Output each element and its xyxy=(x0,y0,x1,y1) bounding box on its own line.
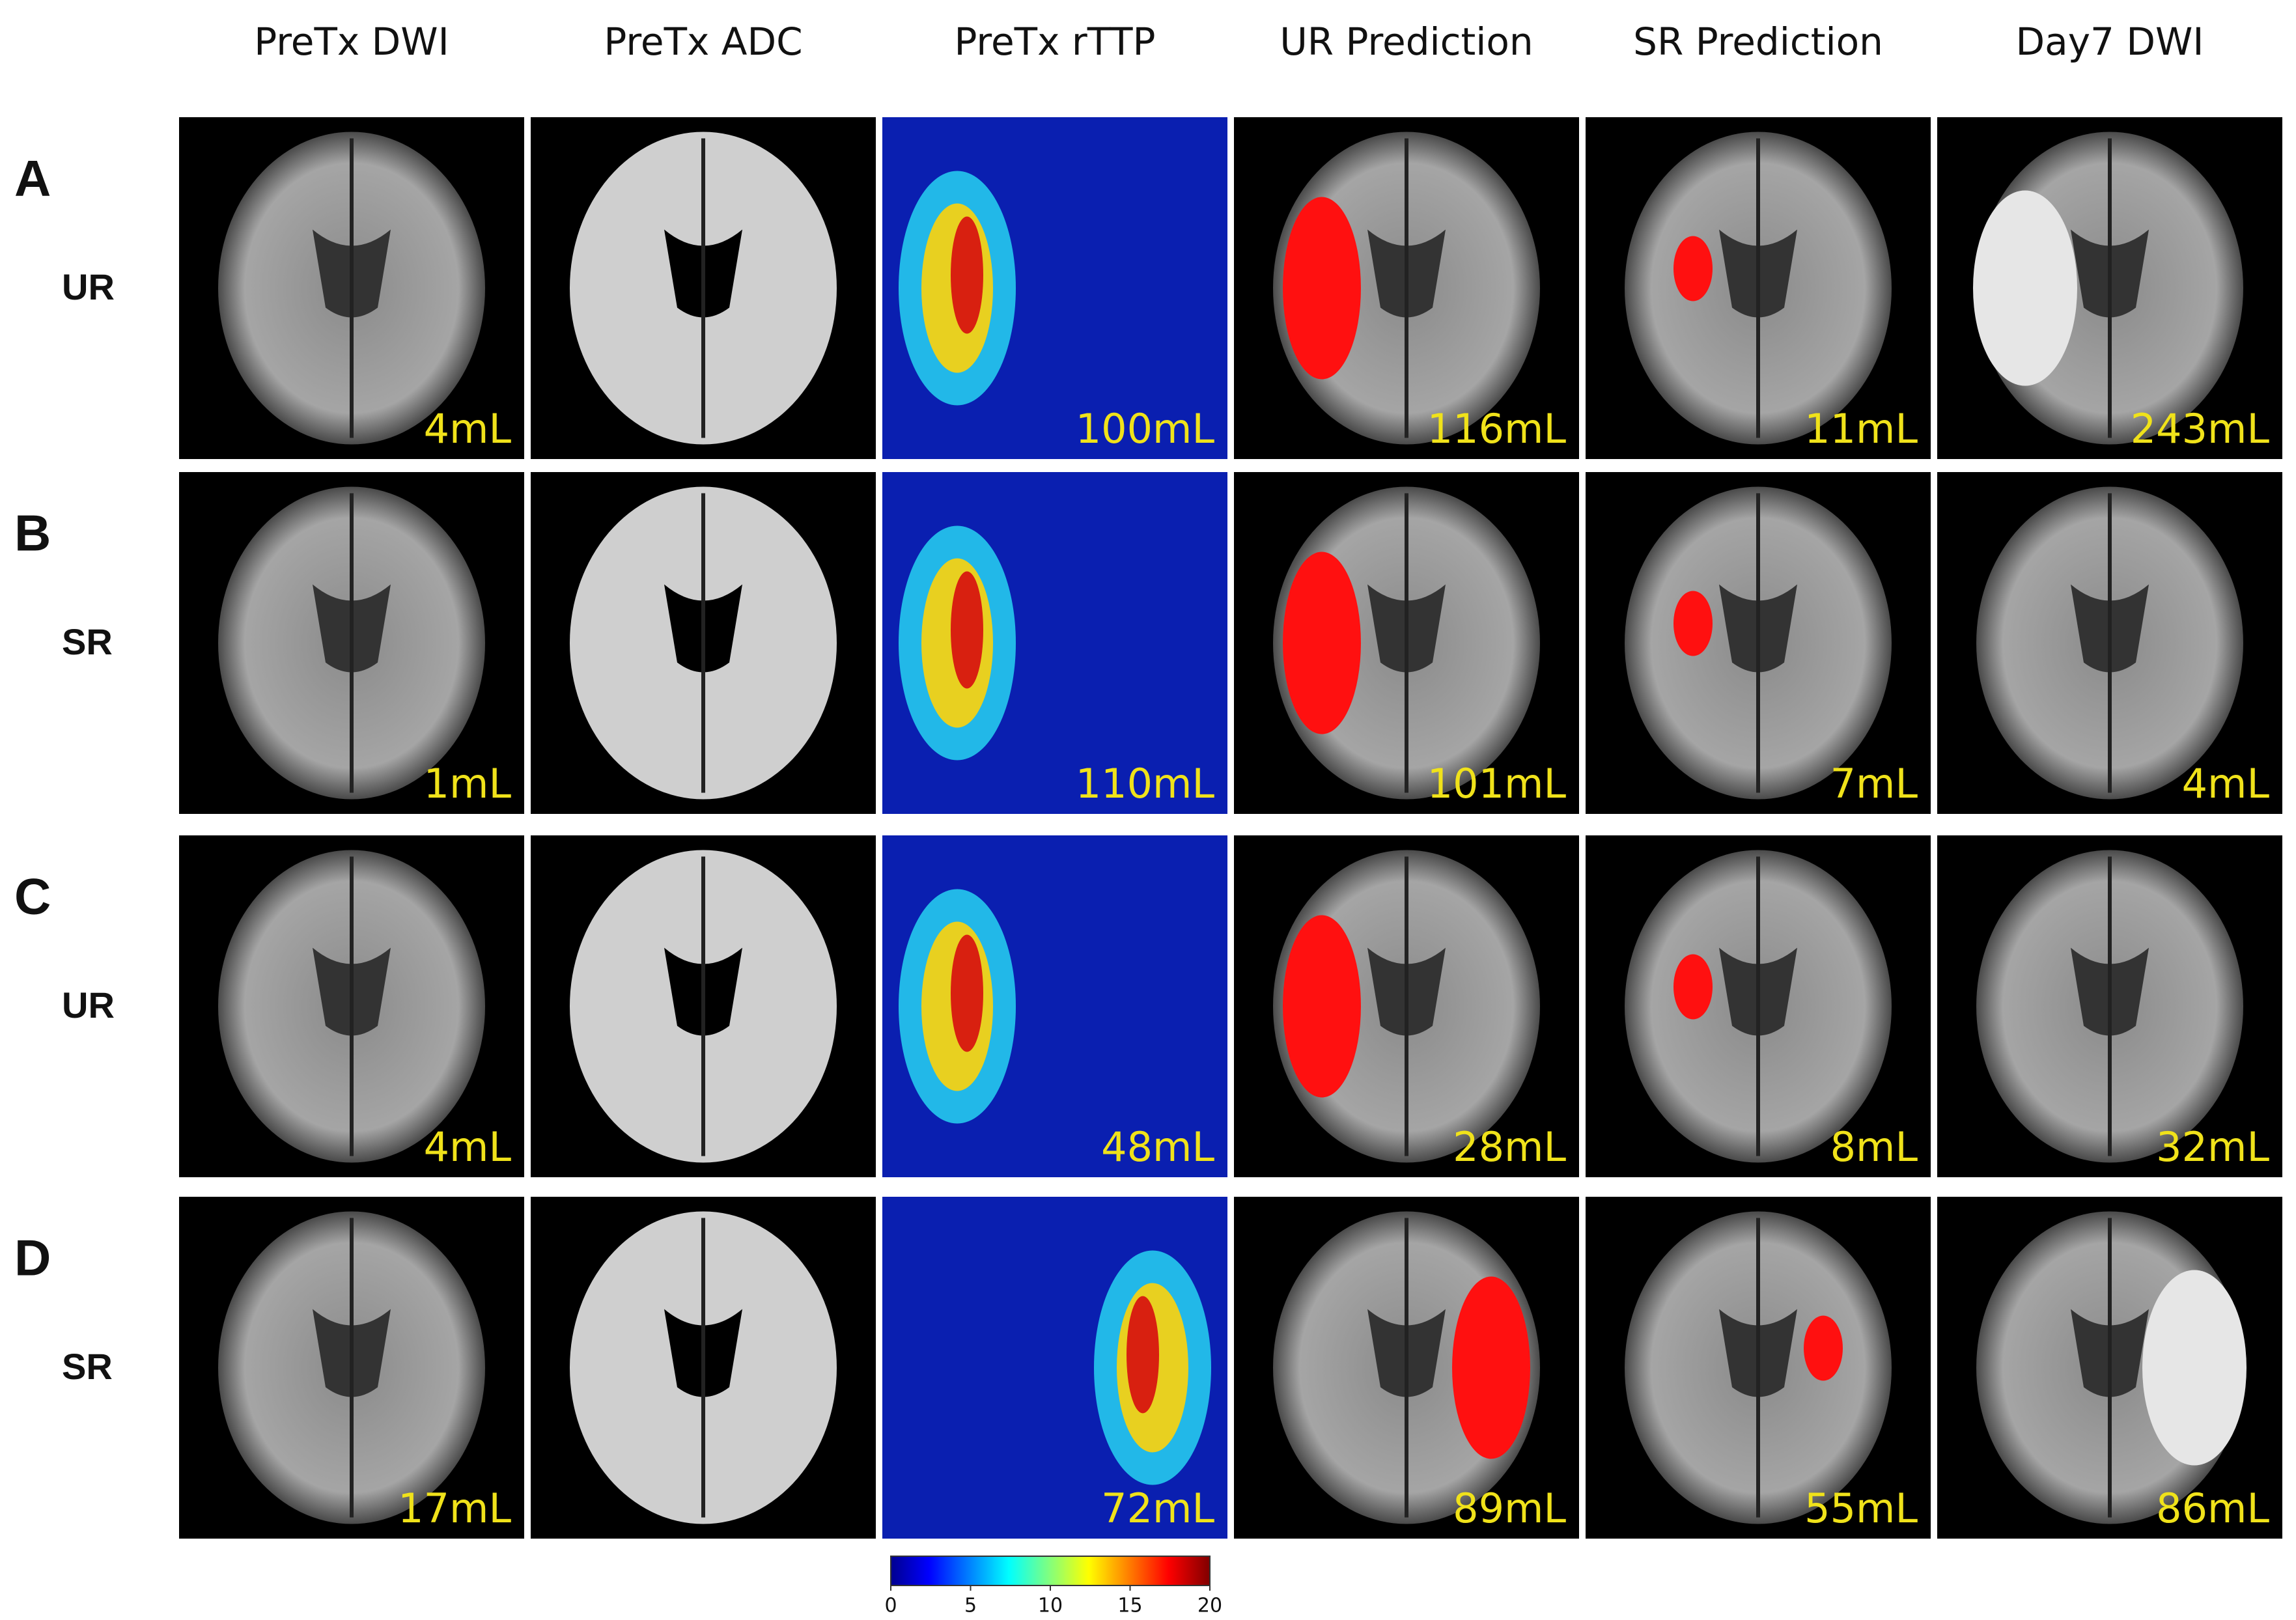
lesion xyxy=(1673,236,1713,301)
volume-label: 100mL xyxy=(1076,405,1215,453)
image-panel: 1mL xyxy=(179,472,524,814)
row-letter: C xyxy=(14,868,51,925)
lesion xyxy=(951,571,983,689)
lesion xyxy=(1283,197,1361,380)
volume-label: 86mL xyxy=(2156,1485,2269,1532)
lesion xyxy=(1973,190,2077,386)
colorbar-tick-label: 20 xyxy=(1197,1595,1222,1617)
colorbar-tick-label: 10 xyxy=(1038,1595,1063,1617)
column-header: UR Prediction xyxy=(1280,20,1533,64)
colorbar-tick-label: 0 xyxy=(884,1595,897,1617)
volume-label: 4mL xyxy=(424,1123,512,1171)
volume-label: 72mL xyxy=(1101,1485,1214,1532)
volume-label: 11mL xyxy=(1804,405,1918,453)
image-panel: 110mL xyxy=(882,472,1227,814)
volume-label: 28mL xyxy=(1453,1123,1566,1171)
image-panel: 86mL xyxy=(1937,1197,2282,1539)
volume-label: 48mL xyxy=(1101,1123,1214,1171)
lesion xyxy=(1283,552,1361,734)
lesion xyxy=(1452,1276,1530,1459)
image-panel: 100mL xyxy=(882,117,1227,459)
image-panel: 72mL xyxy=(882,1197,1227,1539)
image-panel: 243mL xyxy=(1937,117,2282,459)
row-group: SR xyxy=(62,1346,113,1387)
image-panel: 89mL xyxy=(1234,1197,1579,1539)
colorbar-tick-label: 15 xyxy=(1117,1595,1142,1617)
image-panel xyxy=(531,835,876,1177)
lesion xyxy=(1673,954,1713,1020)
row-group: SR xyxy=(62,621,113,662)
volume-label: 116mL xyxy=(1427,405,1567,453)
volume-label: 110mL xyxy=(1076,760,1215,807)
image-panel: 28mL xyxy=(1234,835,1579,1177)
volume-label: 89mL xyxy=(1453,1485,1566,1532)
volume-label: 4mL xyxy=(424,405,512,453)
lesion xyxy=(1127,1296,1159,1414)
image-panel: 11mL xyxy=(1586,117,1931,459)
image-panel xyxy=(531,1197,876,1539)
image-panel: 4mL xyxy=(1937,472,2282,814)
row-letter: D xyxy=(14,1229,51,1287)
volume-label: 1mL xyxy=(424,760,512,807)
colorbar-tick-label: 5 xyxy=(964,1595,977,1617)
row-letter: B xyxy=(14,505,51,562)
column-header: Day7 DWI xyxy=(2016,20,2204,64)
row-group: UR xyxy=(62,985,115,1026)
volume-label: 32mL xyxy=(2156,1123,2269,1171)
column-header: PreTx ADC xyxy=(604,20,802,64)
lesion xyxy=(951,216,983,334)
image-panel: 4mL xyxy=(179,835,524,1177)
volume-label: 243mL xyxy=(2131,405,2270,453)
image-panel: 4mL xyxy=(179,117,524,459)
lesion xyxy=(951,934,983,1052)
row-letter: A xyxy=(14,150,51,207)
image-panel: 101mL xyxy=(1234,472,1579,814)
image-panel: 17mL xyxy=(179,1197,524,1539)
column-header: SR Prediction xyxy=(1633,20,1883,64)
volume-label: 7mL xyxy=(1830,760,1918,807)
image-panel: 48mL xyxy=(882,835,1227,1177)
volume-label: 101mL xyxy=(1427,760,1567,807)
lesion xyxy=(1283,915,1361,1098)
volume-label: 55mL xyxy=(1804,1485,1918,1532)
image-panel: 32mL xyxy=(1937,835,2282,1177)
image-panel: 116mL xyxy=(1234,117,1579,459)
column-header: PreTx rTTP xyxy=(954,20,1155,64)
volume-label: 17mL xyxy=(398,1485,511,1532)
image-panel: 8mL xyxy=(1586,835,1931,1177)
image-panel: 7mL xyxy=(1586,472,1931,814)
image-panel: 55mL xyxy=(1586,1197,1931,1539)
lesion xyxy=(2142,1270,2247,1466)
image-panel xyxy=(531,472,876,814)
lesion xyxy=(1673,591,1713,656)
image-panel xyxy=(531,117,876,459)
colorbar xyxy=(890,1556,1211,1586)
row-group: UR xyxy=(62,266,115,307)
column-header: PreTx DWI xyxy=(254,20,449,64)
lesion xyxy=(1804,1315,1843,1381)
volume-label: 4mL xyxy=(2182,760,2270,807)
volume-label: 8mL xyxy=(1830,1123,1918,1171)
